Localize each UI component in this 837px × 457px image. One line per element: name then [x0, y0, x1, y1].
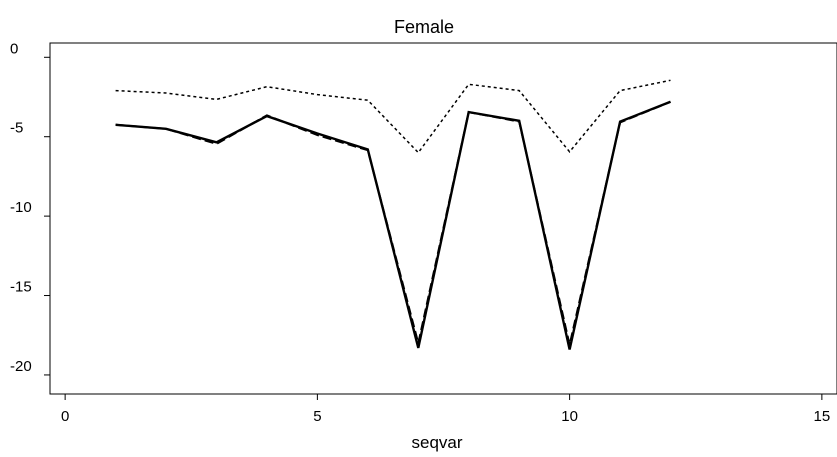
x-axis-title: seqvar — [411, 433, 462, 452]
y-tick-label: -20 — [10, 358, 32, 375]
y-axis: 0 -5 -10 -15 -20 — [10, 40, 50, 376]
plot-frame — [49, 42, 837, 395]
y-tick-label: -10 — [10, 199, 32, 216]
y-tick-label: -15 — [10, 279, 32, 296]
chart-title: Female — [394, 17, 454, 37]
x-tick-label: 0 — [61, 408, 69, 425]
series-layer — [115, 79, 671, 350]
y-tick-label: -5 — [10, 120, 23, 137]
x-axis: 0 5 10 15 — [61, 394, 830, 425]
x-tick-label: 5 — [313, 408, 321, 425]
series-line-dotted — [115, 79, 671, 154]
y-tick-label: 0 — [10, 40, 18, 57]
series-line-dashed — [115, 100, 671, 346]
x-tick-label: 15 — [814, 408, 831, 425]
x-tick-label: 10 — [561, 408, 578, 425]
